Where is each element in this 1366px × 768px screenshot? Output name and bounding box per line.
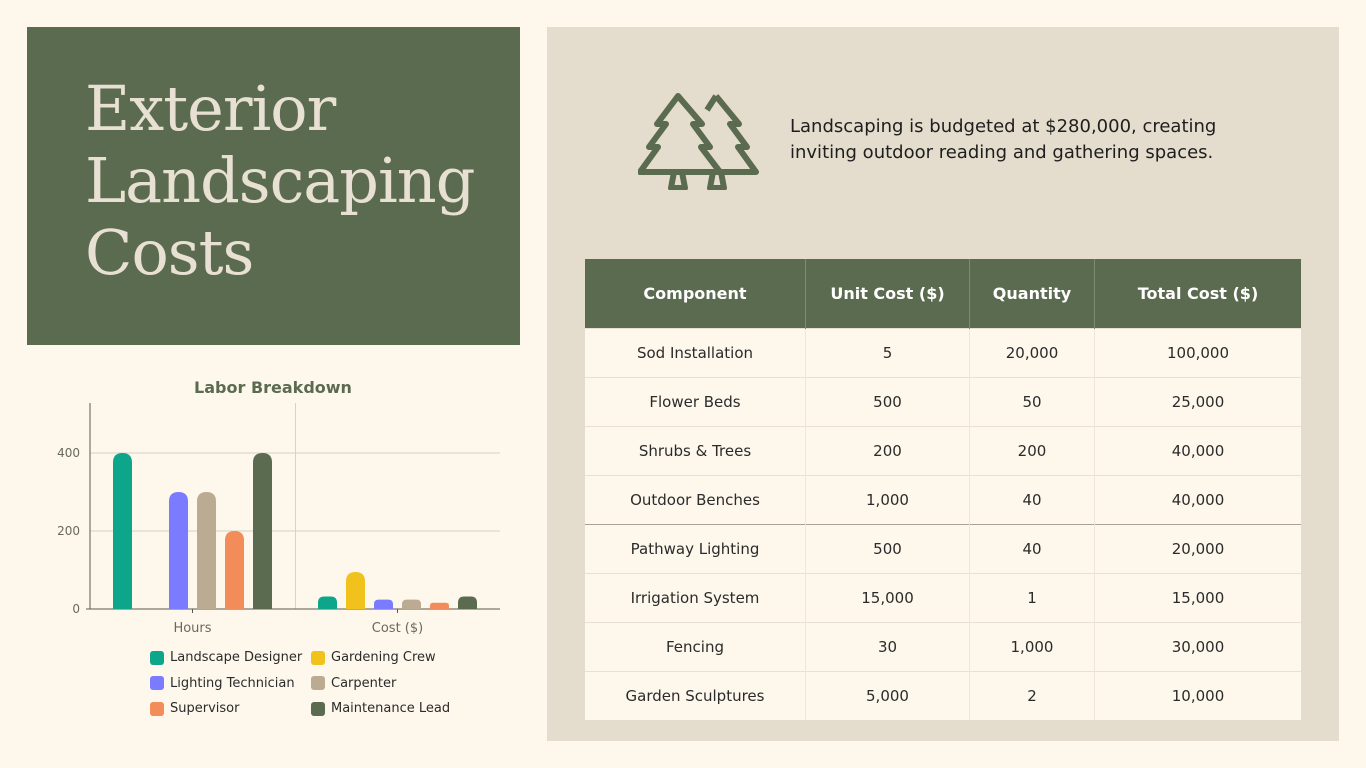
table-header-row: Component Unit Cost ($) Quantity Total C… (585, 259, 1301, 329)
legend-swatch (311, 650, 325, 665)
cell-total-cost: 20,000 (1094, 524, 1301, 574)
legend-label: Gardening Crew (331, 650, 436, 665)
cell-unit-cost: 30 (805, 622, 970, 672)
pine-trees-icon (638, 93, 759, 190)
cell-unit-cost: 5,000 (805, 671, 970, 720)
cell-component: Shrubs & Trees (585, 426, 806, 476)
chart-title: Labor Breakdown (194, 378, 352, 397)
cell-total-cost: 30,000 (1094, 622, 1301, 672)
cell-component: Pathway Lighting (585, 524, 806, 574)
table-row: Shrubs & Trees 200 200 40,000 (585, 426, 1301, 476)
table-row: Garden Sculptures 5,000 2 10,000 (585, 671, 1301, 720)
cell-quantity: 20,000 (969, 328, 1095, 378)
legend-label: Landscape Designer (170, 650, 303, 665)
cell-total-cost: 100,000 (1094, 328, 1301, 378)
cell-component: Outdoor Benches (585, 475, 806, 525)
cell-total-cost: 15,000 (1094, 573, 1301, 623)
cell-quantity: 2 (969, 671, 1095, 720)
svg-text:400: 400 (57, 446, 80, 460)
cell-unit-cost: 5 (805, 328, 970, 378)
table-row: Irrigation System 15,000 1 15,000 (585, 573, 1301, 623)
title-panel: Exterior Landscaping Costs (27, 27, 520, 345)
cell-component: Flower Beds (585, 377, 806, 427)
legend-swatch (311, 701, 325, 716)
cell-total-cost: 10,000 (1094, 671, 1301, 720)
table-row: Sod Installation 5 20,000 100,000 (585, 328, 1301, 378)
cell-component: Sod Installation (585, 328, 806, 378)
column-header-component: Component (585, 259, 806, 329)
title-line-1: Exterior (85, 72, 336, 145)
cell-unit-cost: 15,000 (805, 573, 970, 623)
legend-swatch (150, 701, 164, 716)
legend-item: Supervisor (150, 701, 239, 716)
cell-quantity: 40 (969, 524, 1095, 574)
page-title: Exterior Landscaping Costs (85, 72, 475, 289)
column-header-unit-cost: Unit Cost ($) (805, 259, 970, 329)
table-row: Pathway Lighting 500 40 20,000 (585, 524, 1301, 574)
labor-bar-chart: 0 200 400 Hours Cost ($) (57, 403, 500, 636)
svg-text:200: 200 (57, 524, 80, 538)
svg-text:Cost ($): Cost ($) (372, 621, 423, 636)
svg-text:Hours: Hours (173, 621, 211, 636)
legend-swatch (311, 676, 325, 690)
cell-quantity: 1 (969, 573, 1095, 623)
cell-component: Garden Sculptures (585, 671, 806, 720)
legend-item: Maintenance Lead (311, 701, 450, 716)
column-header-quantity: Quantity (969, 259, 1095, 329)
cell-unit-cost: 500 (805, 524, 970, 574)
legend-swatch (150, 676, 164, 690)
legend-item: Landscape Designer (150, 650, 302, 665)
cell-quantity: 200 (969, 426, 1095, 476)
budget-description: Landscaping is budgeted at $280,000, cre… (790, 116, 1217, 163)
cell-total-cost: 25,000 (1094, 377, 1301, 427)
title-line-3: Costs (85, 216, 254, 289)
cost-table: Component Unit Cost ($) Quantity Total C… (585, 259, 1301, 720)
svg-text:0: 0 (72, 602, 80, 616)
legend-label: Supervisor (170, 701, 240, 716)
column-header-total-cost: Total Cost ($) (1094, 259, 1301, 329)
legend-label: Carpenter (331, 675, 397, 691)
legend-label: Maintenance Lead (331, 701, 451, 716)
table-row: Flower Beds 500 50 25,000 (585, 377, 1301, 427)
legend-item: Lighting Technician (150, 676, 295, 691)
legend-swatch (150, 650, 164, 665)
cell-unit-cost: 500 (805, 377, 970, 427)
legend-item: Carpenter (311, 676, 396, 691)
title-line-2: Landscaping (85, 144, 475, 217)
cell-component: Fencing (585, 622, 806, 672)
table-row: Outdoor Benches 1,000 40 40,000 (585, 475, 1301, 525)
legend-label: Lighting Technician (170, 675, 295, 691)
cell-quantity: 40 (969, 475, 1095, 525)
cell-unit-cost: 200 (805, 426, 970, 476)
legend-item: Gardening Crew (311, 650, 436, 665)
cell-total-cost: 40,000 (1094, 475, 1301, 525)
cell-unit-cost: 1,000 (805, 475, 970, 525)
cell-quantity: 50 (969, 377, 1095, 427)
cell-component: Irrigation System (585, 573, 806, 623)
table-row: Fencing 30 1,000 30,000 (585, 622, 1301, 672)
cell-quantity: 1,000 (969, 622, 1095, 672)
cell-total-cost: 40,000 (1094, 426, 1301, 476)
